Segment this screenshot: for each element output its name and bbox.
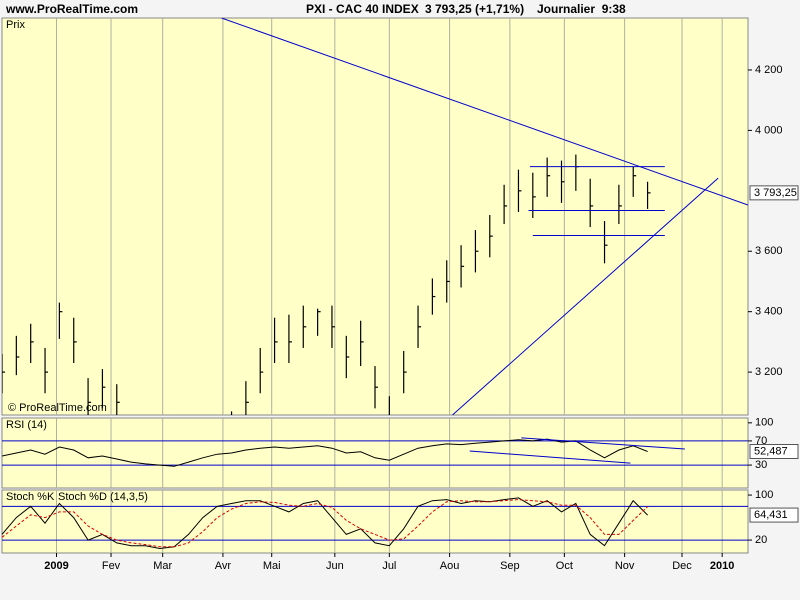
series-line [2,499,648,548]
last-value-label: 3 793,25 [754,187,797,199]
panel-label: RSI (14) [6,419,47,431]
x-tick-label: Jun [326,560,344,572]
panel [1,17,749,416]
trendline [452,177,719,415]
y-tick-label: 70 [755,435,767,447]
last-value-box [749,507,799,523]
x-tick-label: Sep [500,560,520,572]
trendline [469,450,631,464]
panel-label: Prix [6,19,25,31]
y-tick-label: 3 200 [755,366,783,378]
x-tick-label: Oct [556,560,573,572]
x-tick-label: 2010 [710,560,734,572]
x-tick-label: Avr [215,560,232,572]
y-tick-label: 30 [755,459,767,471]
trendline [221,18,748,206]
x-tick-label: Jul [382,560,396,572]
y-tick-label: 20 [755,534,767,546]
series-line [2,438,648,467]
series-line [2,497,648,550]
site: www.ProRealTime.com [5,2,138,16]
y-tick-label: 3 600 [755,245,783,257]
x-tick-label: Nov [615,560,635,572]
panel [1,417,749,489]
trendline [521,437,685,450]
x-tick-label: Fev [102,560,121,572]
plot-area [2,418,748,488]
legend-entry: Stoch %D (14,3,5) [58,491,148,503]
x-tick-label: Mar [153,560,172,572]
x-tick-label: 2009 [44,560,68,572]
plot-area [2,490,748,553]
quote: 3 793,25 (+1,71%) [425,2,524,16]
y-tick-label: 4 200 [755,64,783,76]
plot-area [2,18,748,415]
y-tick-label: 100 [755,489,773,501]
x-tick-label: Mai [263,560,281,572]
legend-entry: Stoch %K [6,491,55,503]
y-tick-label: 3 400 [755,306,783,318]
last-value-box [749,443,799,459]
watermark: © ProRealTime.com [8,402,107,414]
x-tick-label: Dec [672,560,692,572]
y-tick-label: 100 [755,417,773,429]
period: Journalier 9:38 [537,2,626,16]
y-tick-label: 4 000 [755,124,783,136]
instrument: PXI - CAC 40 INDEX [306,2,419,16]
last-value-box [749,185,799,201]
x-tick-label: Aou [440,560,460,572]
last-value-label: 52,487 [754,445,788,457]
last-value-label: 64,431 [754,509,788,521]
